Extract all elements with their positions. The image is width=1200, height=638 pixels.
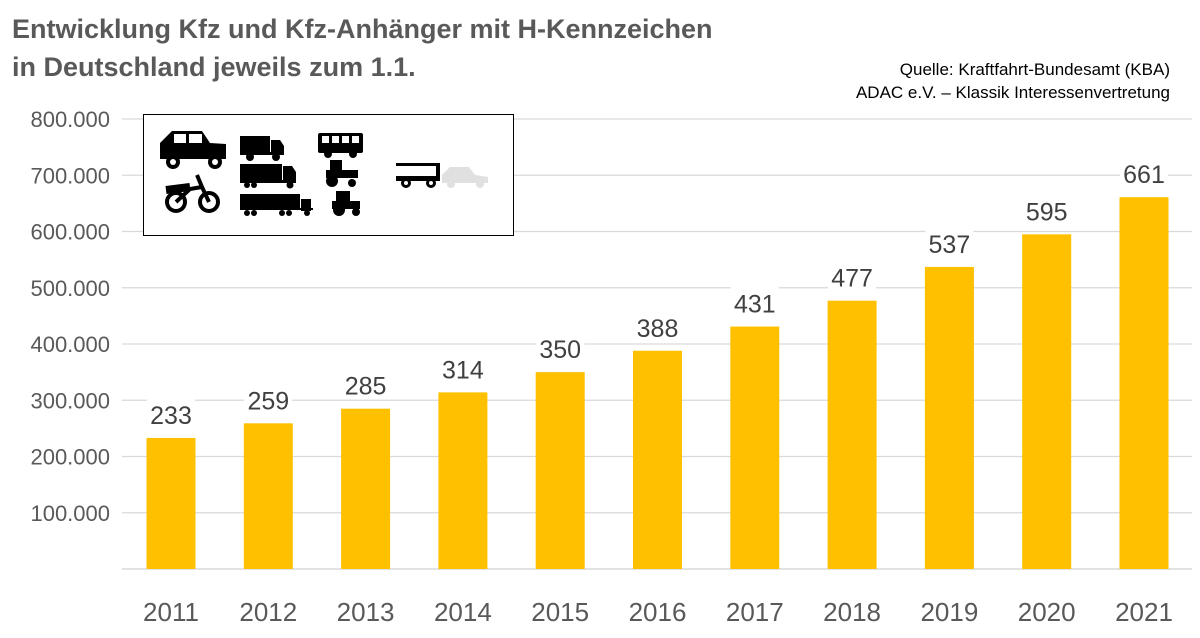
chart-title: Entwicklung Kfz und Kfz-Anhänger mit H-K…	[12, 10, 713, 86]
data-label: 350	[539, 336, 581, 364]
bar	[730, 326, 780, 569]
data-label: 314	[442, 356, 484, 384]
car-icon	[160, 131, 226, 169]
data-label-background	[633, 310, 682, 341]
bar	[243, 423, 293, 569]
data-label: 477	[831, 265, 873, 293]
x-tick-label: 2013	[337, 597, 395, 627]
data-label: 661	[1123, 161, 1165, 189]
bar	[633, 350, 682, 569]
data-label-background	[438, 352, 487, 383]
x-tick-label: 2014	[434, 597, 492, 627]
truck-icon	[240, 136, 284, 161]
x-tick-label: 2015	[531, 597, 589, 627]
bar	[1022, 234, 1072, 569]
tractor-icon	[326, 160, 358, 187]
x-tick-label: 2011	[143, 597, 199, 627]
bar	[341, 408, 391, 569]
data-label: 285	[345, 373, 387, 401]
lorry-icon	[240, 164, 296, 189]
bar	[438, 392, 488, 569]
x-tick-label: 2012	[239, 597, 297, 627]
data-label-background	[730, 286, 779, 317]
y-tick-label: 100.000	[30, 501, 110, 526]
bar	[1119, 197, 1169, 569]
title-line-1: Entwicklung Kfz und Kfz-Anhänger mit H-K…	[12, 14, 713, 44]
data-label-background	[341, 368, 390, 399]
source-line-1: Quelle: Kraftfahrt-Bundesamt (KBA)	[899, 60, 1170, 79]
y-tick-label: 700.000	[30, 163, 110, 188]
data-label-background	[1120, 157, 1168, 188]
data-label-background	[244, 383, 293, 414]
data-label: 595	[1026, 198, 1068, 226]
bar	[146, 437, 196, 569]
trailer-icon	[396, 163, 440, 188]
y-tick-label: 400.000	[30, 332, 110, 357]
data-label-background	[147, 397, 195, 428]
y-tick-label: 800.000	[30, 107, 110, 132]
y-tick-label: 500.000	[30, 276, 110, 301]
small-tractor-icon	[332, 191, 360, 216]
y-tick-label: 600.000	[30, 220, 110, 245]
x-tick-label: 2019	[920, 597, 978, 627]
x-tick-label: 2018	[823, 597, 881, 627]
source-note: Quelle: Kraftfahrt-Bundesamt (KBA) ADAC …	[856, 58, 1170, 104]
y-tick-label: 300.000	[30, 388, 110, 413]
bar	[535, 372, 585, 569]
data-label: 259	[247, 387, 289, 415]
x-tick-label: 2016	[629, 597, 687, 627]
data-label: 233	[150, 402, 192, 430]
motorcycle-icon	[165, 174, 220, 213]
bar	[924, 266, 974, 569]
x-tick-label: 2020	[1018, 597, 1076, 627]
bus-icon	[318, 133, 363, 158]
x-tick-label: 2017	[726, 597, 784, 627]
x-tick-label: 2021	[1115, 597, 1173, 627]
data-label-background	[828, 260, 877, 291]
title-line-2: in Deutschland jeweils zum 1.1.	[12, 52, 416, 82]
vehicle-legend	[143, 114, 514, 236]
y-tick-label: 200.000	[30, 445, 110, 470]
data-label: 388	[637, 315, 679, 343]
data-label-background	[536, 332, 585, 363]
bar	[827, 300, 877, 569]
semi-truck-icon	[240, 194, 313, 216]
data-label-background	[925, 226, 974, 257]
grey-car-icon	[442, 167, 488, 188]
source-line-2: ADAC e.V. – Klassik Interessenvertretung	[855, 83, 1170, 102]
data-label-background	[1022, 194, 1071, 225]
data-label: 431	[734, 291, 776, 319]
data-label: 537	[929, 231, 971, 259]
